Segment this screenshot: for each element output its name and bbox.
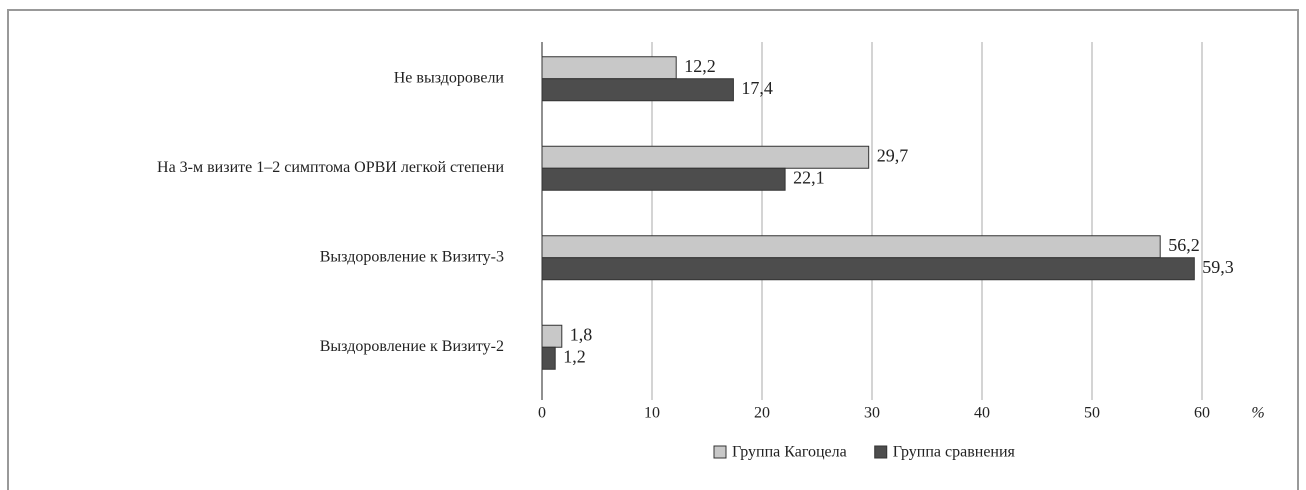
value-label: 1,2 bbox=[563, 346, 586, 366]
bar bbox=[541, 346, 556, 370]
y-tick-label: Выздоровление к Визиту-2 bbox=[320, 338, 504, 355]
x-tick-label: 20 bbox=[754, 405, 770, 422]
y-tick-label: Выздоровление к Визиту-3 bbox=[320, 248, 504, 265]
x-tick-label: 60 bbox=[1194, 405, 1210, 422]
bar bbox=[541, 257, 1195, 281]
x-tick-label: 10 bbox=[644, 405, 660, 422]
bar bbox=[541, 145, 870, 169]
value-label: 22,1 bbox=[793, 167, 825, 187]
bar bbox=[541, 56, 677, 80]
bar bbox=[541, 78, 734, 102]
value-label: 29,7 bbox=[877, 145, 909, 165]
x-axis-label: % bbox=[1251, 405, 1264, 422]
value-label: 59,3 bbox=[1202, 257, 1234, 277]
bar bbox=[541, 167, 786, 191]
value-label: 1,8 bbox=[570, 324, 593, 344]
bar bbox=[541, 235, 1161, 259]
x-tick-label: 40 bbox=[974, 405, 990, 422]
x-tick-label: 50 bbox=[1084, 405, 1100, 422]
legend-swatch bbox=[713, 445, 727, 459]
y-tick-label: На 3-м визите 1–2 симптома ОРВИ легкой с… bbox=[157, 159, 504, 176]
value-label: 56,2 bbox=[1168, 235, 1200, 255]
x-tick-label: 0 bbox=[538, 405, 546, 422]
frame bbox=[7, 9, 1299, 490]
y-tick-label: Не выздоровели bbox=[394, 69, 505, 86]
legend-label: Группа Кагоцела bbox=[732, 444, 847, 461]
bar bbox=[541, 324, 563, 348]
value-label: 12,2 bbox=[684, 56, 716, 76]
legend-label: Группа сравнения bbox=[893, 444, 1016, 461]
value-label: 17,4 bbox=[741, 78, 773, 98]
legend-swatch bbox=[874, 445, 888, 459]
x-tick-label: 30 bbox=[864, 405, 880, 422]
